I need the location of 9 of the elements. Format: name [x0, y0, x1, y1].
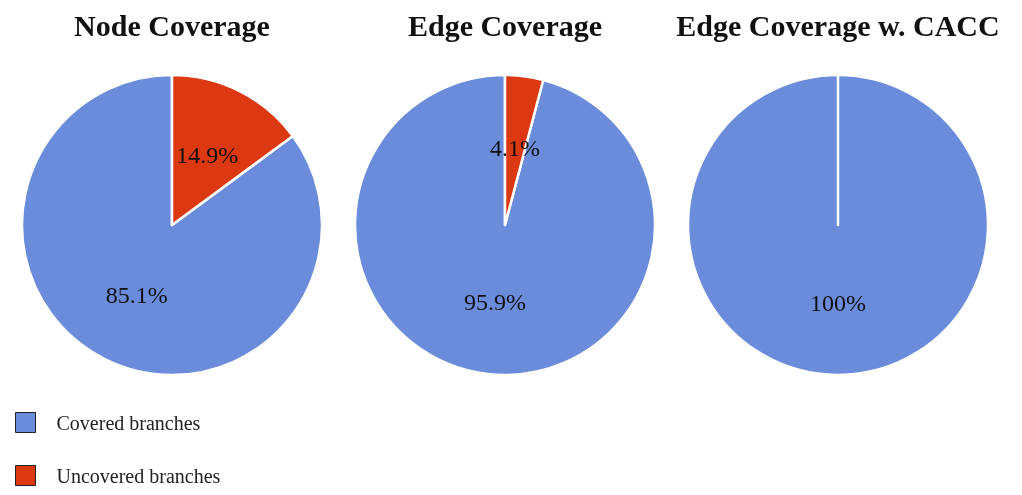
- legend-label: Uncovered branches: [56, 464, 221, 487]
- legend-label: Covered branches: [56, 411, 201, 434]
- data-label: 95.9%: [463, 289, 526, 316]
- data-label: 85.1%: [105, 281, 168, 308]
- data-label: 14.9%: [176, 142, 239, 169]
- chart-title: Edge Coverage: [407, 8, 603, 42]
- chart-title: Edge Coverage w. CACC: [676, 8, 1000, 42]
- data-label: 100%: [810, 290, 866, 316]
- chart-title: Node Coverage: [74, 8, 270, 42]
